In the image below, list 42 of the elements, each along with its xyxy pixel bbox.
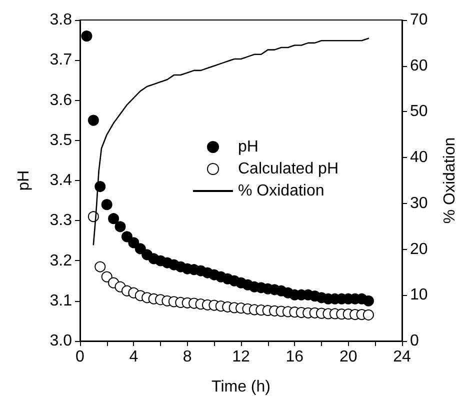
x-tick-label: 20	[339, 348, 358, 366]
point	[101, 271, 112, 282]
point	[362, 309, 374, 320]
y-tick-label: 3.2	[50, 252, 72, 270]
y2-tick-label: 70	[410, 12, 428, 28]
x-tick-label: 24	[393, 348, 411, 366]
y2-tick-label: 0	[410, 332, 419, 350]
point	[114, 221, 126, 232]
x-tick-label: 8	[182, 348, 192, 366]
point	[108, 213, 120, 224]
y-tick-label: 3.4	[50, 172, 72, 189]
y-tick-label: 3.5	[50, 132, 72, 149]
x-tick-label: 4	[129, 348, 138, 366]
point	[121, 231, 132, 242]
point	[88, 114, 99, 126]
y-tick-label: 3.3	[50, 212, 72, 230]
y2-tick-label: 60	[410, 57, 428, 74]
point	[134, 243, 146, 254]
legend-label: pH	[238, 138, 258, 156]
legend-label: % Oxidation	[238, 182, 324, 200]
y2-tick-label: 20	[410, 240, 428, 258]
x-tick-label: 0	[76, 348, 85, 366]
y2-tick-label: 40	[410, 149, 428, 166]
y-tick-label: 3.6	[50, 92, 72, 109]
point	[362, 295, 374, 306]
point	[101, 199, 112, 210]
y-tick-label: 3.0	[50, 332, 72, 350]
point	[94, 261, 106, 272]
x-tick-label: 16	[286, 348, 304, 366]
y2-tick-label: 10	[410, 286, 428, 304]
y-tick-label: 3.8	[50, 12, 72, 28]
y-tick-label: 3.1	[50, 292, 72, 310]
y-tick-label: 3.7	[50, 52, 72, 69]
y-axis-title: pH	[16, 170, 32, 191]
point	[81, 30, 92, 42]
point	[128, 237, 140, 248]
y2-tick-label: 50	[410, 103, 428, 120]
x-axis-title: Time (h)	[212, 378, 270, 396]
legend-label: Calculated pH	[238, 160, 338, 178]
y2-tick-label: 30	[410, 194, 428, 212]
x-tick-label: 12	[232, 348, 250, 366]
y2-axis-title: % Oxidation	[442, 137, 458, 224]
